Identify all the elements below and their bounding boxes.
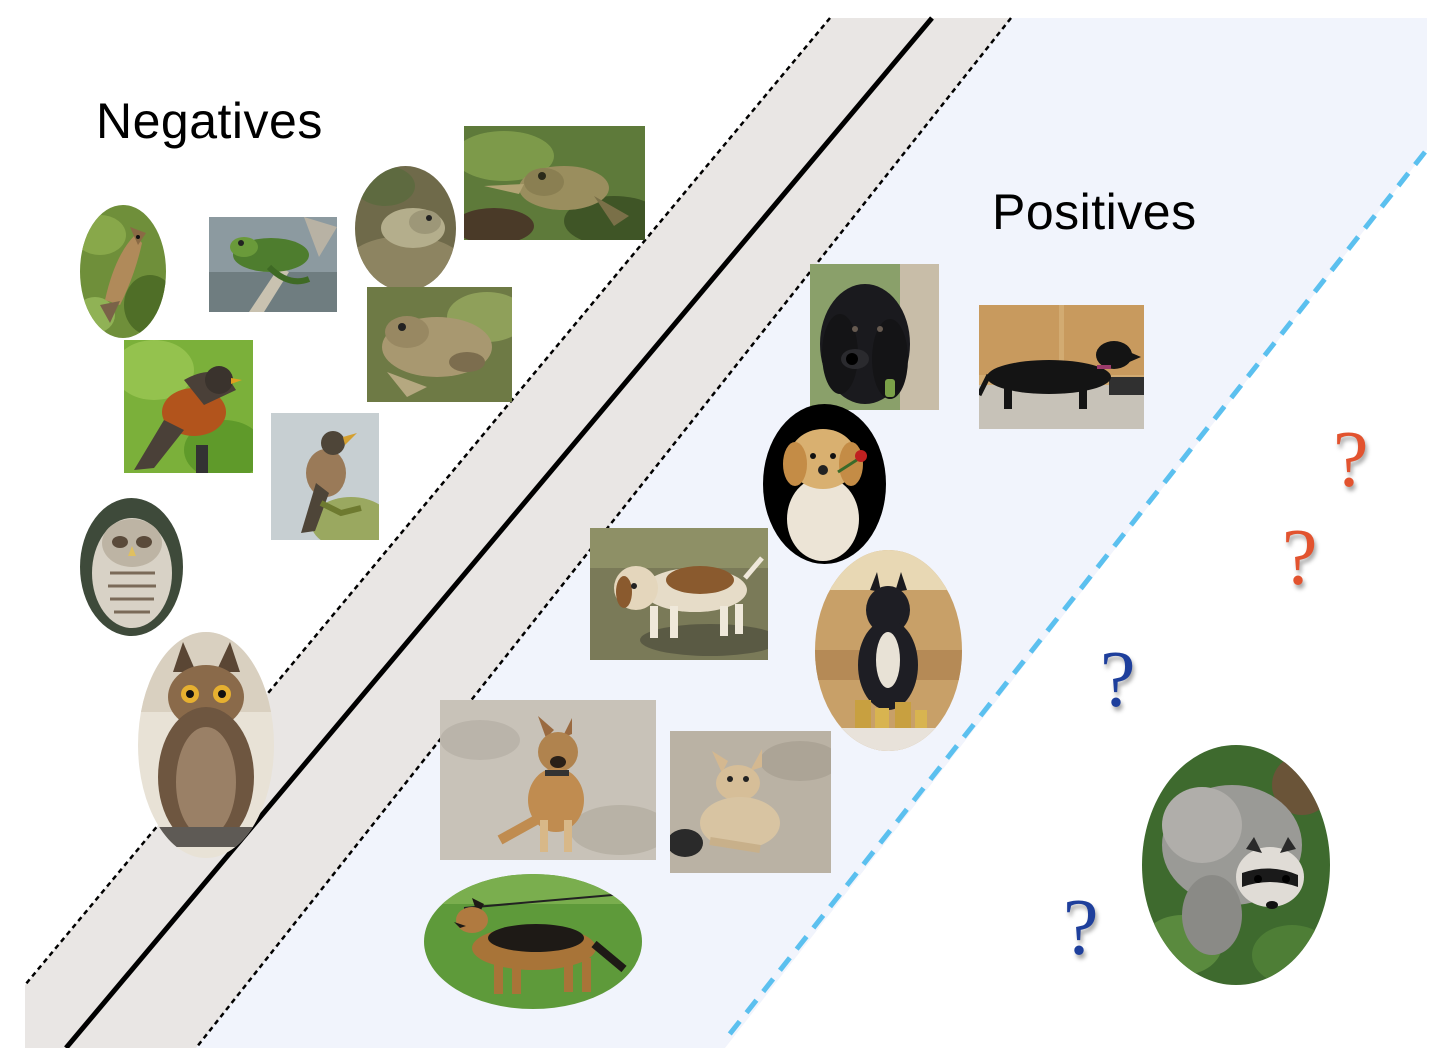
question-mark-red-1: ? bbox=[1333, 416, 1369, 504]
robin-singing-photo bbox=[271, 413, 379, 540]
beagle-photo bbox=[590, 528, 768, 660]
robin-on-post-photo bbox=[124, 340, 253, 473]
dog-lying-sand-photo bbox=[670, 731, 831, 873]
tree-frog-photo bbox=[464, 126, 645, 240]
boxer-trophies-photo bbox=[815, 550, 962, 751]
bullfrog-oval-photo bbox=[355, 166, 456, 291]
negatives-label: Negatives bbox=[96, 93, 323, 149]
german-shepherd-photo bbox=[424, 874, 642, 1009]
golden-puppy-photo bbox=[763, 404, 886, 564]
toad-photo bbox=[367, 287, 512, 402]
margin-line-positive bbox=[195, 17, 1012, 1048]
positives-label: Positives bbox=[992, 184, 1197, 240]
great-horned-owl-photo bbox=[138, 632, 274, 858]
question-mark-red-2: ? bbox=[1282, 514, 1318, 602]
margin-band bbox=[25, 18, 1011, 1048]
barred-owl-photo bbox=[80, 498, 183, 636]
raccoon-photo bbox=[1142, 745, 1330, 985]
spaniel-photo bbox=[810, 264, 939, 410]
question-mark-blue-1: ? bbox=[1100, 636, 1136, 724]
mixed-dog-sitting-photo bbox=[440, 700, 656, 860]
green-frog-on-branch-photo bbox=[209, 217, 337, 312]
cedar-waxwing-photo bbox=[80, 205, 166, 338]
decision-boundary bbox=[64, 16, 934, 1048]
question-mark-blue-2: ? bbox=[1063, 884, 1099, 972]
dachshund-photo bbox=[979, 305, 1144, 429]
